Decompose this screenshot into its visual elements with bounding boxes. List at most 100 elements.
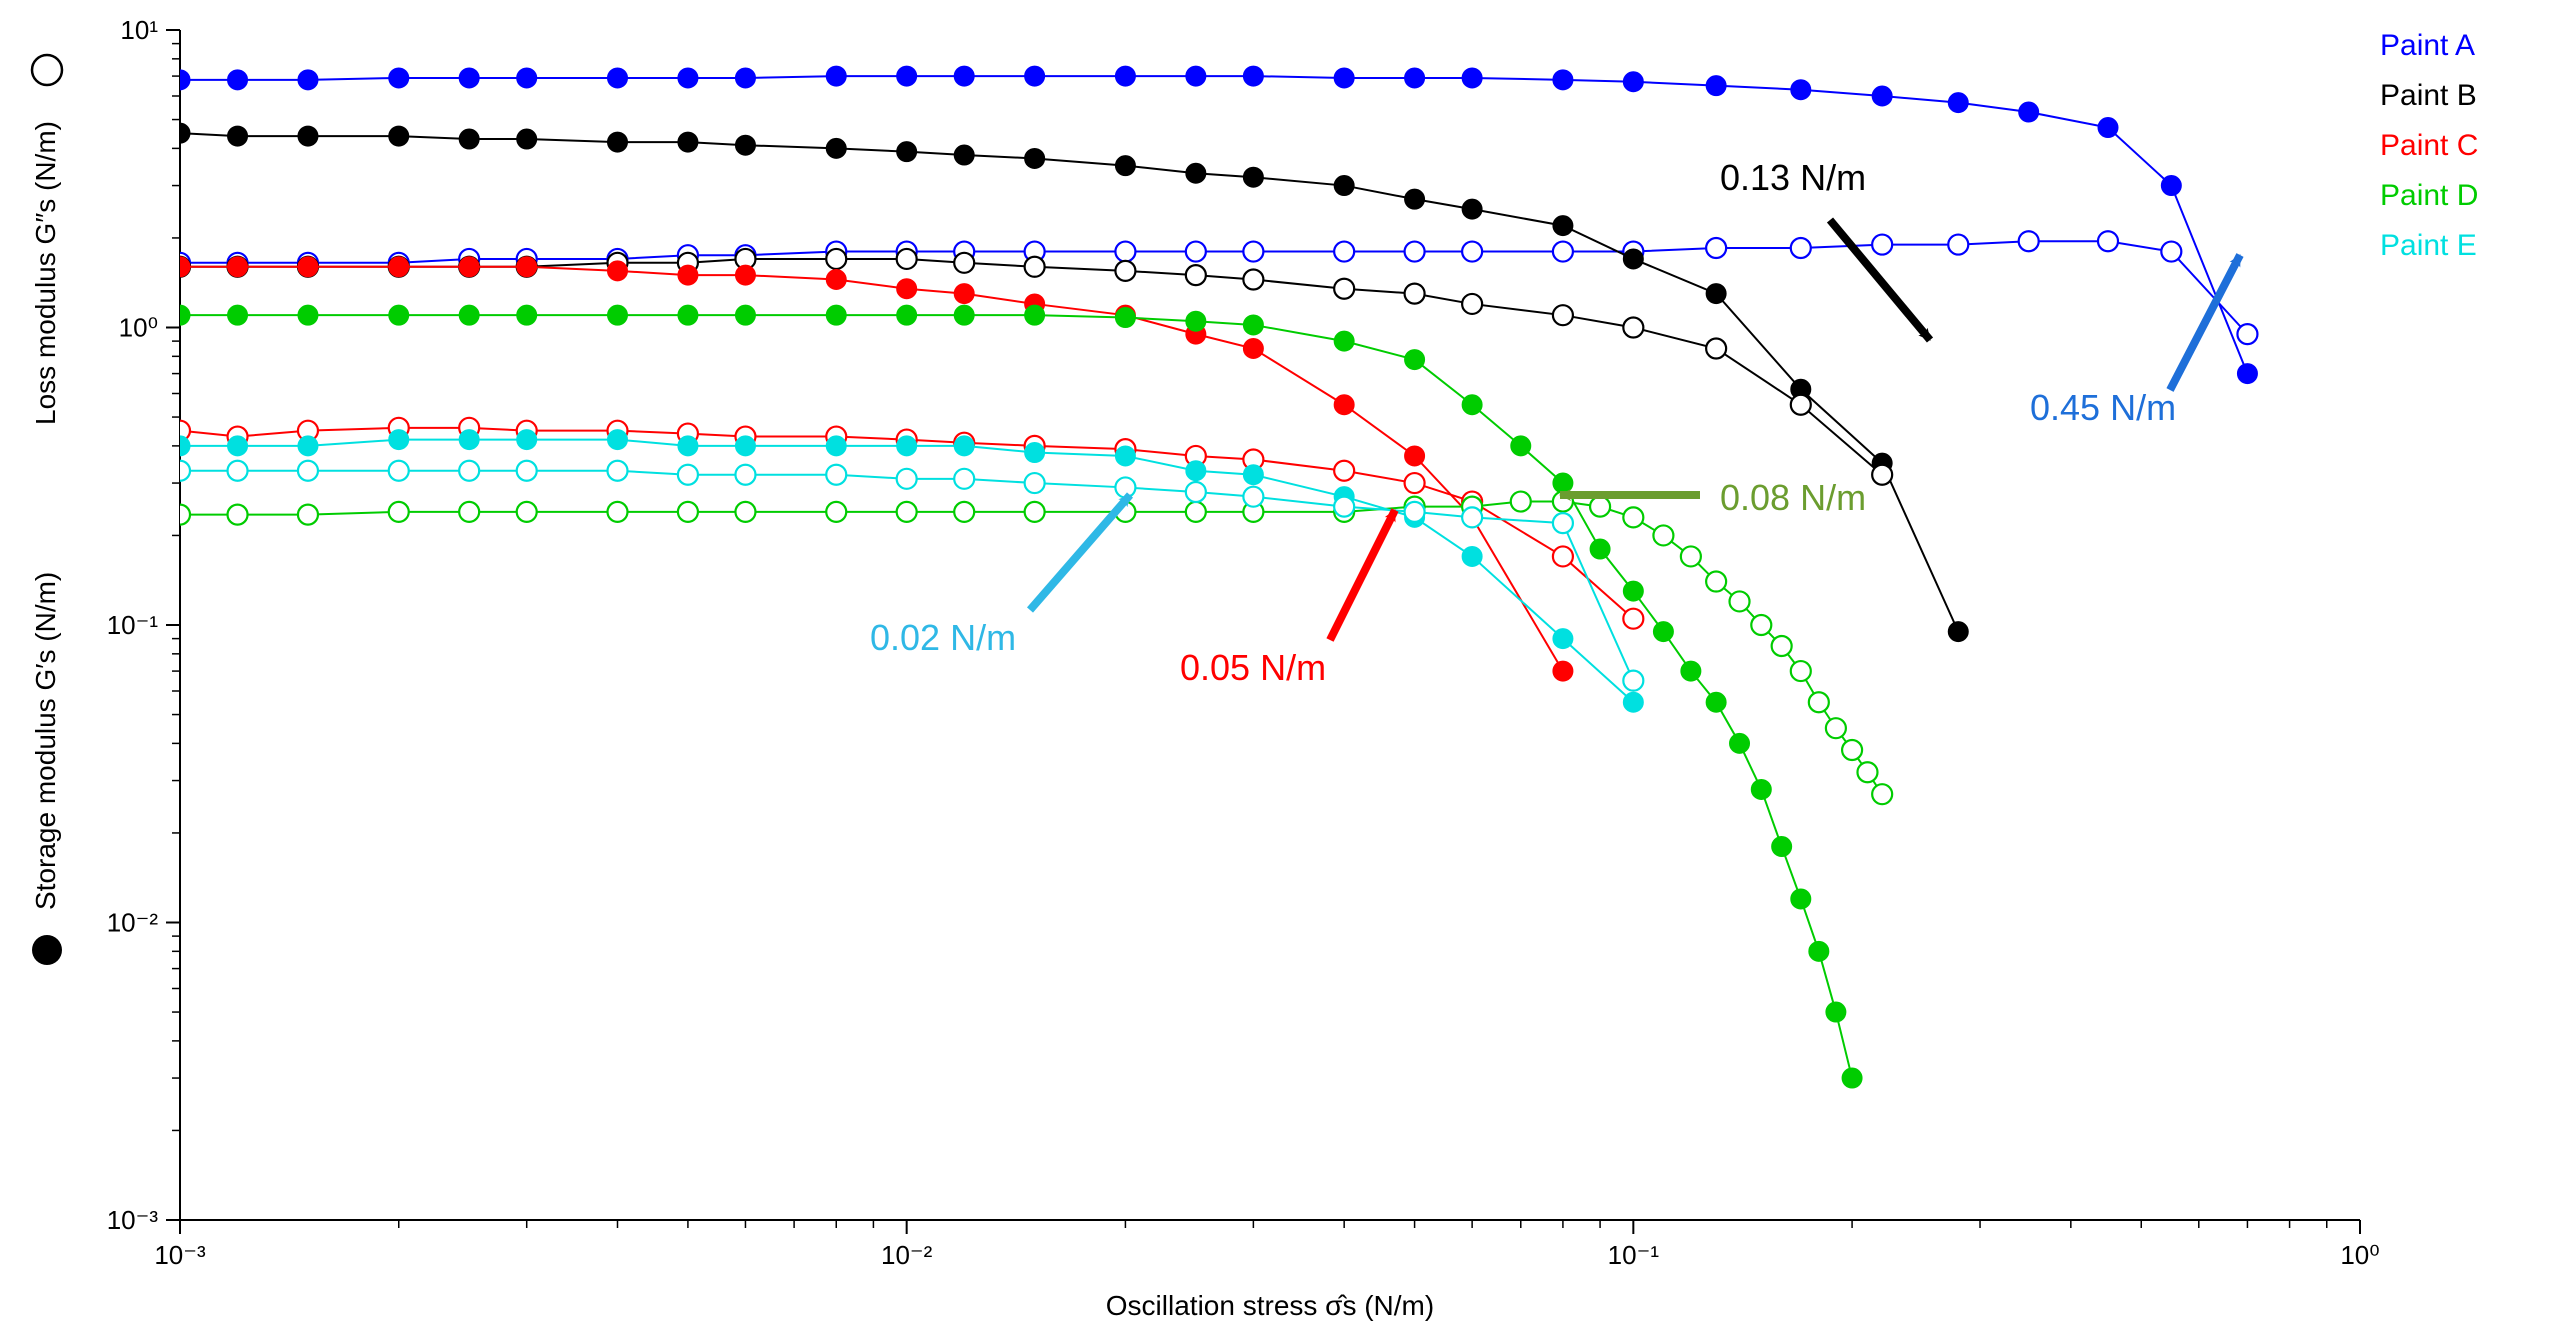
- svg-text:10⁻³: 10⁻³: [107, 1205, 159, 1235]
- data-point: [678, 265, 698, 285]
- svg-text:10⁻¹: 10⁻¹: [107, 610, 159, 640]
- data-point: [1025, 473, 1045, 493]
- data-point: [1809, 941, 1829, 961]
- data-point: [1772, 837, 1792, 857]
- data-point: [1791, 80, 1811, 100]
- data-point: [1186, 311, 1206, 331]
- data-point: [1751, 779, 1771, 799]
- data-point: [1948, 93, 1968, 113]
- data-point: [1653, 622, 1673, 642]
- data-point: [1405, 502, 1425, 522]
- data-point: [954, 253, 974, 273]
- data-point: [459, 461, 479, 481]
- data-point: [1186, 461, 1206, 481]
- data-point: [517, 430, 537, 450]
- data-point: [1730, 591, 1750, 611]
- data-point: [389, 257, 409, 277]
- data-point: [298, 505, 318, 525]
- data-point: [1872, 235, 1892, 255]
- data-point: [954, 436, 974, 456]
- data-point: [1405, 242, 1425, 262]
- data-point: [517, 68, 537, 88]
- svg-text:10⁻¹: 10⁻¹: [1608, 1240, 1660, 1270]
- data-point: [1653, 525, 1673, 545]
- data-point: [298, 461, 318, 481]
- data-point: [1706, 338, 1726, 358]
- data-point: [1243, 315, 1263, 335]
- data-point: [1186, 163, 1206, 183]
- data-point: [389, 461, 409, 481]
- data-point: [1405, 284, 1425, 304]
- data-point: [735, 265, 755, 285]
- data-point: [1623, 692, 1643, 712]
- data-point: [897, 469, 917, 489]
- data-point: [1334, 331, 1354, 351]
- data-point: [228, 436, 248, 456]
- data-point: [1872, 465, 1892, 485]
- data-point: [517, 129, 537, 149]
- data-point: [735, 436, 755, 456]
- data-point: [1791, 395, 1811, 415]
- data-point: [1553, 473, 1573, 493]
- data-point: [1186, 242, 1206, 262]
- data-point: [1706, 238, 1726, 258]
- data-point: [607, 461, 627, 481]
- data-point: [298, 305, 318, 325]
- data-point: [1623, 507, 1643, 527]
- data-point: [389, 126, 409, 146]
- data-point: [1623, 249, 1643, 269]
- data-point: [1243, 269, 1263, 289]
- data-point: [678, 436, 698, 456]
- svg-text:Loss modulus G″s (N/m): Loss modulus G″s (N/m): [30, 121, 61, 425]
- svg-text:10⁰: 10⁰: [2340, 1240, 2379, 1270]
- data-point: [826, 269, 846, 289]
- data-point: [1872, 784, 1892, 804]
- data-point: [1115, 242, 1135, 262]
- data-point: [2098, 118, 2118, 138]
- data-point: [1186, 482, 1206, 502]
- data-point: [1186, 66, 1206, 86]
- annotation-label: 0.45 N/m: [2030, 387, 2176, 428]
- data-point: [459, 305, 479, 325]
- data-point: [678, 305, 698, 325]
- data-point: [517, 305, 537, 325]
- data-point: [607, 261, 627, 281]
- svg-text:10¹: 10¹: [120, 15, 158, 45]
- svg-text:10⁰: 10⁰: [119, 313, 158, 343]
- data-point: [826, 502, 846, 522]
- data-point: [2019, 102, 2039, 122]
- modulus-chart: 10⁻³10⁻²10⁻¹10⁰10⁻³10⁻²10⁻¹10⁰10¹Oscilla…: [0, 0, 2560, 1340]
- data-point: [1334, 242, 1354, 262]
- data-point: [517, 461, 537, 481]
- data-point: [1243, 465, 1263, 485]
- data-point: [298, 126, 318, 146]
- data-point: [1462, 507, 1482, 527]
- data-point: [954, 502, 974, 522]
- data-point: [1553, 513, 1573, 533]
- data-point: [954, 305, 974, 325]
- data-point: [1243, 338, 1263, 358]
- data-point: [1025, 257, 1045, 277]
- data-point: [954, 145, 974, 165]
- data-point: [954, 284, 974, 304]
- data-point: [1462, 395, 1482, 415]
- data-point: [1553, 216, 1573, 236]
- data-point: [1826, 718, 1846, 738]
- data-point: [607, 502, 627, 522]
- data-point: [1405, 68, 1425, 88]
- data-point: [897, 436, 917, 456]
- data-point: [735, 465, 755, 485]
- data-point: [1553, 661, 1573, 681]
- data-point: [678, 502, 698, 522]
- data-point: [1553, 629, 1573, 649]
- data-point: [1553, 546, 1573, 566]
- annotation-label: 0.02 N/m: [870, 617, 1016, 658]
- data-point: [1115, 66, 1135, 86]
- data-point: [1405, 350, 1425, 370]
- data-point: [1462, 68, 1482, 88]
- data-point: [1706, 76, 1726, 96]
- data-point: [1791, 238, 1811, 258]
- data-point: [1462, 546, 1482, 566]
- data-point: [826, 66, 846, 86]
- data-point: [517, 257, 537, 277]
